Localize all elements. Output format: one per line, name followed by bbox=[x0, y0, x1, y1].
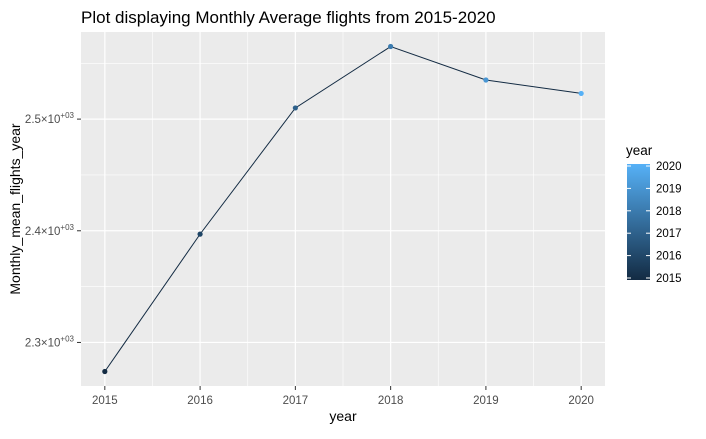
y-axis-ticks: 2.3×10+03 2.4×10+03 2.5×10+03 bbox=[25, 111, 81, 349]
x-axis-title: year bbox=[329, 408, 357, 424]
x-tick-label: 2019 bbox=[473, 395, 499, 407]
data-point bbox=[483, 77, 489, 83]
grid-lines bbox=[81, 32, 605, 386]
legend-title: year bbox=[626, 143, 653, 158]
data-point bbox=[578, 90, 584, 97]
legend-label: 2018 bbox=[656, 206, 682, 218]
y-tick-label: 2.3×10+03 bbox=[25, 334, 75, 349]
x-axis-ticks: 2015 2016 2017 2018 2019 2020 bbox=[92, 386, 594, 407]
data-point bbox=[102, 368, 108, 375]
data-point bbox=[292, 105, 298, 111]
x-tick-label: 2015 bbox=[92, 395, 118, 407]
y-tick-label: 2.5×10+03 bbox=[25, 111, 75, 126]
legend-colorbar bbox=[627, 164, 650, 280]
legend: year 2020 2019 2018 2017 2016 2015 bbox=[626, 143, 682, 285]
legend-label: 2016 bbox=[656, 251, 682, 263]
legend-label: 2017 bbox=[656, 228, 682, 240]
data-point bbox=[197, 231, 203, 237]
y-axis-title: Monthly_mean_flights_year bbox=[7, 123, 23, 295]
x-tick-label: 2016 bbox=[187, 395, 213, 407]
data-point bbox=[388, 43, 394, 50]
x-tick-label: 2018 bbox=[378, 395, 404, 407]
y-tick-label: 2.4×10+03 bbox=[25, 223, 75, 238]
legend-label: 2020 bbox=[656, 161, 682, 173]
legend-label: 2019 bbox=[656, 183, 682, 195]
series-layer bbox=[102, 43, 584, 375]
chart-title: Plot displaying Monthly Average flights … bbox=[81, 8, 496, 27]
x-tick-label: 2020 bbox=[568, 395, 594, 407]
legend-label: 2015 bbox=[656, 273, 682, 285]
series-line bbox=[104, 45, 582, 372]
legend-ticks: 2020 2019 2018 2017 2016 2015 bbox=[627, 161, 682, 285]
x-tick-label: 2017 bbox=[283, 395, 309, 407]
